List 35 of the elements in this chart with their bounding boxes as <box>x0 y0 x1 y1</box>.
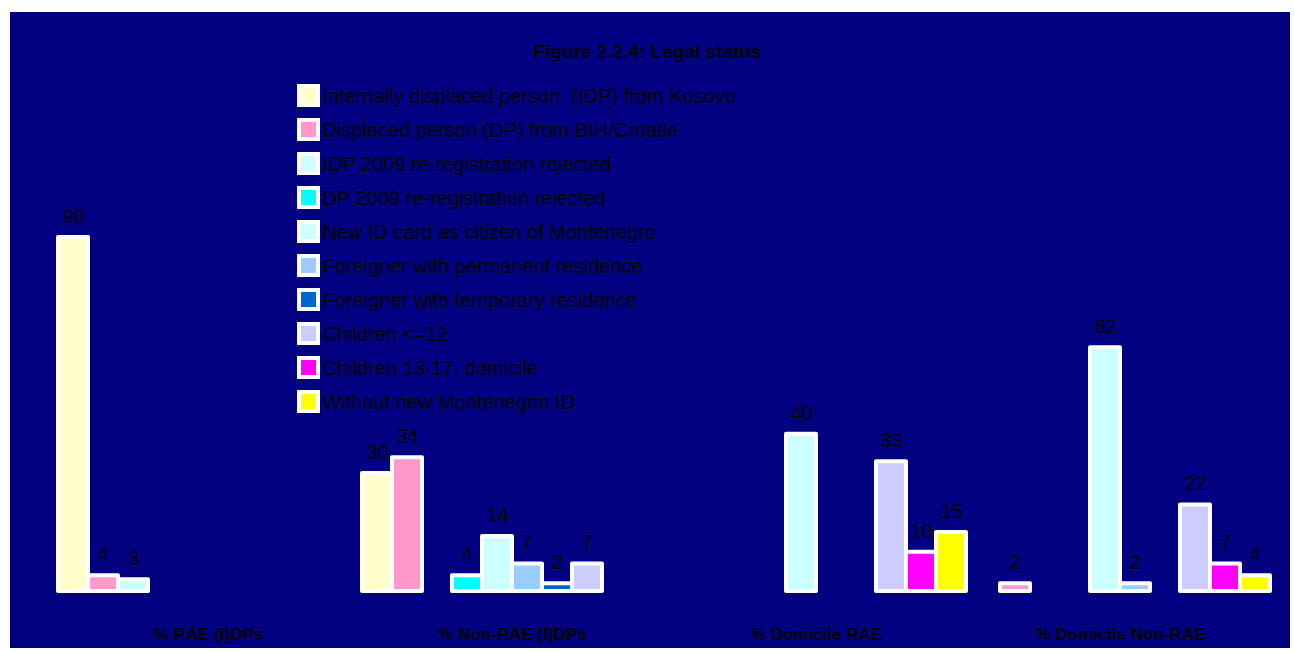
data-label: 3 <box>127 547 139 570</box>
data-label: 40 <box>789 401 813 424</box>
data-label: 7 <box>521 531 533 554</box>
legend-label: Foreigner with temporary residence <box>322 289 637 311</box>
legend-label: Children <=12 <box>322 323 448 345</box>
data-label: 62 <box>1093 315 1117 338</box>
data-label: 22 <box>1183 472 1207 495</box>
x-tick-label: % RAE (I)DPs <box>153 625 263 644</box>
legend-label: Displaced person (DP) from BIH/Croatia <box>322 119 679 141</box>
data-label: 2 <box>551 551 563 574</box>
legend-label: Without new Montenegrin ID <box>322 391 575 413</box>
x-tick-label: % Domicile Non-RAE <box>1034 625 1206 644</box>
data-label: 14 <box>485 503 509 526</box>
legend-label: Internally displaced person (IDP) from Kosovo <box>322 85 736 107</box>
data-label: 30 <box>365 441 389 463</box>
data-label: 7 <box>1219 531 1231 554</box>
data-label: 4 <box>1249 543 1261 566</box>
data-label: 10 <box>909 519 933 542</box>
chart-title: Figure 2.2.4: Legal status <box>532 41 762 62</box>
data-label: 33 <box>879 429 903 452</box>
data-label: 2 <box>1009 551 1021 574</box>
legend-label: IDP 2009 re-registration rejected <box>322 153 611 175</box>
data-label: 15 <box>939 500 963 522</box>
data-label: 4 <box>97 543 109 566</box>
x-tick-label: % Domicile RAE <box>750 625 882 644</box>
data-label: 4 <box>461 543 473 566</box>
data-label: 2 <box>1129 551 1141 574</box>
legend-label: New ID card as citizen of Montenegro <box>322 221 656 243</box>
legend-label: Children 13-17, domicile <box>322 357 538 379</box>
data-label: 34 <box>395 425 419 448</box>
x-tick-label: % Non-RAE (I)DPs <box>437 625 587 644</box>
data-label: 90 <box>61 205 85 227</box>
data-label: 7 <box>581 531 593 554</box>
legend-label: DP 2009 re-registration rejected <box>322 187 606 209</box>
legend-label: Foreigner with permanent residence <box>322 255 643 277</box>
